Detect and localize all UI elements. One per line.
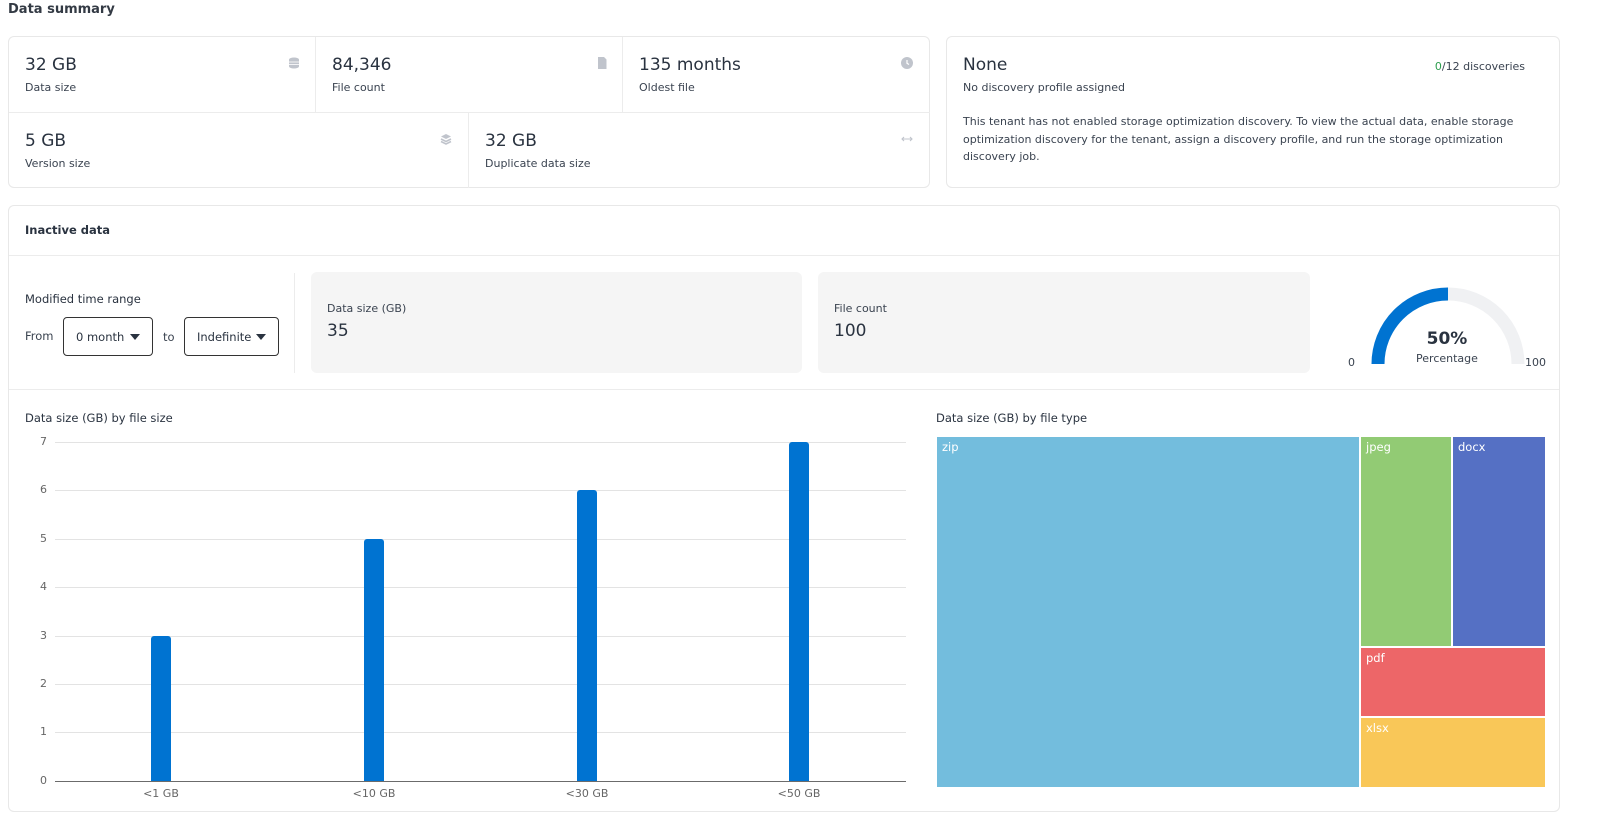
filter-divider: [294, 273, 295, 373]
gauge-percent-value: 50%: [1426, 329, 1468, 349]
page-title: Data summary: [8, 2, 115, 17]
inactive-data-size-box: Data size (GB) 35: [311, 272, 802, 373]
treemap-title: Data size (GB) by file type: [936, 411, 1088, 425]
x-tick: <1 GB: [143, 787, 179, 800]
treemap-label: zip: [942, 440, 959, 454]
inactive-file-count-value: 100: [834, 321, 867, 341]
discovery-count-total: /12 discoveries: [1441, 60, 1525, 73]
treemap-label: xlsx: [1366, 721, 1389, 735]
y-tick: 6: [40, 483, 47, 496]
treemap-cell-docx[interactable]: docx: [1452, 436, 1546, 647]
duplicate-size-tile: 32 GB Duplicate data size: [469, 113, 930, 188]
duplicate-size-value: 32 GB: [485, 131, 537, 151]
chevron-down-icon: [130, 334, 140, 340]
to-select-value: Indefinite: [197, 330, 252, 344]
discovery-profile-title: None: [963, 55, 1008, 75]
bar-chart-title: Data size (GB) by file size: [25, 411, 173, 425]
gauge-label: Percentage: [1416, 352, 1478, 365]
gridline: [55, 442, 906, 443]
chevron-down-icon: [256, 334, 266, 340]
from-select[interactable]: 0 month: [63, 317, 153, 356]
treemap-label: docx: [1458, 440, 1486, 454]
inactive-data-size-label: Data size (GB): [327, 302, 407, 315]
y-tick: 1: [40, 725, 47, 738]
discovery-count: 0/12 discoveries: [1435, 60, 1525, 73]
treemap-label: jpeg: [1366, 440, 1391, 454]
section-divider: [9, 389, 1559, 390]
duplicate-size-label: Duplicate data size: [485, 157, 591, 170]
clock-icon: [901, 57, 913, 69]
inactive-data-title: Inactive data: [25, 223, 111, 237]
arrows-horizontal-icon: [901, 136, 913, 142]
x-tick: <50 GB: [777, 787, 821, 800]
treemap-cell-pdf[interactable]: pdf: [1360, 647, 1546, 717]
gridline: [55, 587, 906, 588]
layers-icon: [440, 134, 452, 145]
from-select-value: 0 month: [76, 330, 125, 344]
treemap-chart: zip jpeg docx pdf xlsx: [936, 436, 1546, 788]
modified-time-range-label: Modified time range: [25, 292, 141, 306]
y-tick: 2: [40, 677, 47, 690]
x-tick: <10 GB: [352, 787, 396, 800]
file-icon: [598, 57, 607, 69]
inactive-data-size-value: 35: [327, 321, 349, 341]
bar-lt-10gb[interactable]: [364, 539, 384, 781]
file-count-tile: 84,346 File count: [316, 37, 623, 113]
bar-lt-50gb[interactable]: [789, 442, 809, 781]
oldest-file-value: 135 months: [639, 55, 741, 75]
y-tick: 0: [40, 774, 47, 787]
treemap-cell-xlsx[interactable]: xlsx: [1360, 717, 1546, 788]
y-tick: 3: [40, 629, 47, 642]
gridline: [55, 636, 906, 637]
treemap-cell-zip[interactable]: zip: [936, 436, 1360, 788]
percentage-gauge: [1371, 287, 1525, 365]
inactive-data-card: Inactive data Modified time range From 0…: [8, 205, 1560, 812]
gridline: [55, 539, 906, 540]
y-tick: 7: [40, 435, 47, 448]
gridline: [55, 732, 906, 733]
version-size-value: 5 GB: [25, 131, 67, 151]
gauge-max-label: 100: [1525, 356, 1546, 369]
treemap-cell-jpeg[interactable]: jpeg: [1360, 436, 1452, 647]
file-count-value: 84,346: [332, 55, 392, 75]
version-size-label: Version size: [25, 157, 91, 170]
oldest-file-label: Oldest file: [639, 81, 695, 94]
y-tick: 5: [40, 532, 47, 545]
gridline: [55, 490, 906, 491]
to-select[interactable]: Indefinite: [184, 317, 279, 356]
version-size-tile: 5 GB Version size: [9, 113, 469, 188]
discovery-message: This tenant has not enabled storage opti…: [963, 115, 1514, 163]
discovery-card: None No discovery profile assigned 0/12 …: [946, 36, 1560, 188]
oldest-file-tile: 135 months Oldest file: [623, 37, 930, 113]
data-summary-card: 32 GB Data size 84,346 File count 135 mo…: [8, 36, 930, 188]
treemap-label: pdf: [1366, 651, 1385, 665]
discovery-count-done: 0: [1434, 60, 1442, 73]
bar-lt-1gb[interactable]: [151, 636, 171, 781]
data-size-value: 32 GB: [25, 55, 77, 75]
database-icon: [289, 57, 299, 69]
to-label: to: [163, 330, 175, 344]
discovery-profile-subtitle: No discovery profile assigned: [963, 81, 1126, 94]
data-size-label: Data size: [25, 81, 77, 94]
y-tick: 4: [40, 580, 47, 593]
bar-lt-30gb[interactable]: [577, 490, 597, 781]
gridline: [55, 684, 906, 685]
x-tick: <30 GB: [565, 787, 609, 800]
gauge-min-label: 0: [1348, 356, 1355, 369]
inactive-file-count-label: File count: [834, 302, 887, 315]
inactive-file-count-box: File count 100: [818, 272, 1310, 373]
x-axis-line: [55, 781, 906, 782]
data-size-tile: 32 GB Data size: [9, 37, 316, 113]
from-label: From: [25, 329, 54, 343]
inactive-data-header: Inactive data: [9, 206, 1559, 256]
file-count-label: File count: [332, 81, 385, 94]
